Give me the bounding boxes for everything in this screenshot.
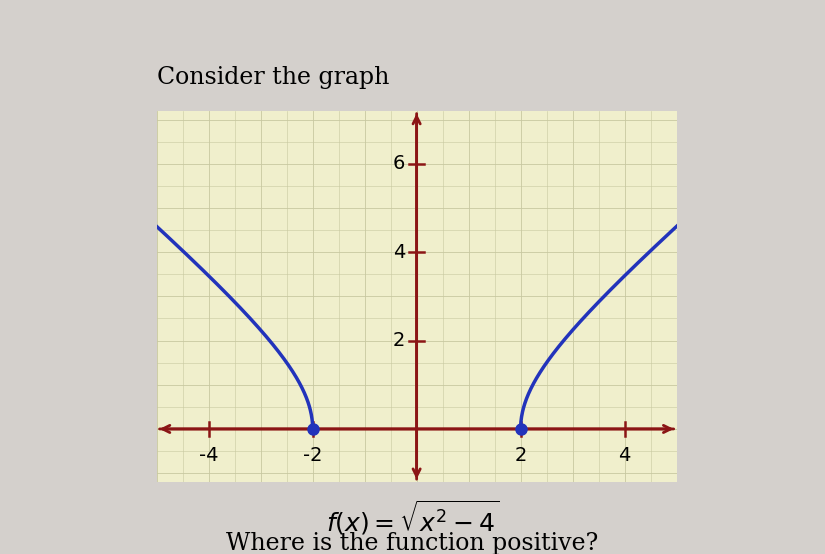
Text: Consider the graph: Consider the graph (157, 65, 389, 89)
Text: -4: -4 (199, 446, 219, 465)
Text: 4: 4 (393, 243, 405, 261)
Text: 4: 4 (619, 446, 630, 465)
Text: 6: 6 (393, 155, 405, 173)
Text: Where is the function positive?: Where is the function positive? (226, 532, 599, 554)
Text: 2: 2 (393, 331, 405, 350)
Text: $f(x) = \sqrt{x^2 - 4}$: $f(x) = \sqrt{x^2 - 4}$ (326, 499, 499, 537)
Text: -2: -2 (303, 446, 323, 465)
Text: 2: 2 (515, 446, 527, 465)
